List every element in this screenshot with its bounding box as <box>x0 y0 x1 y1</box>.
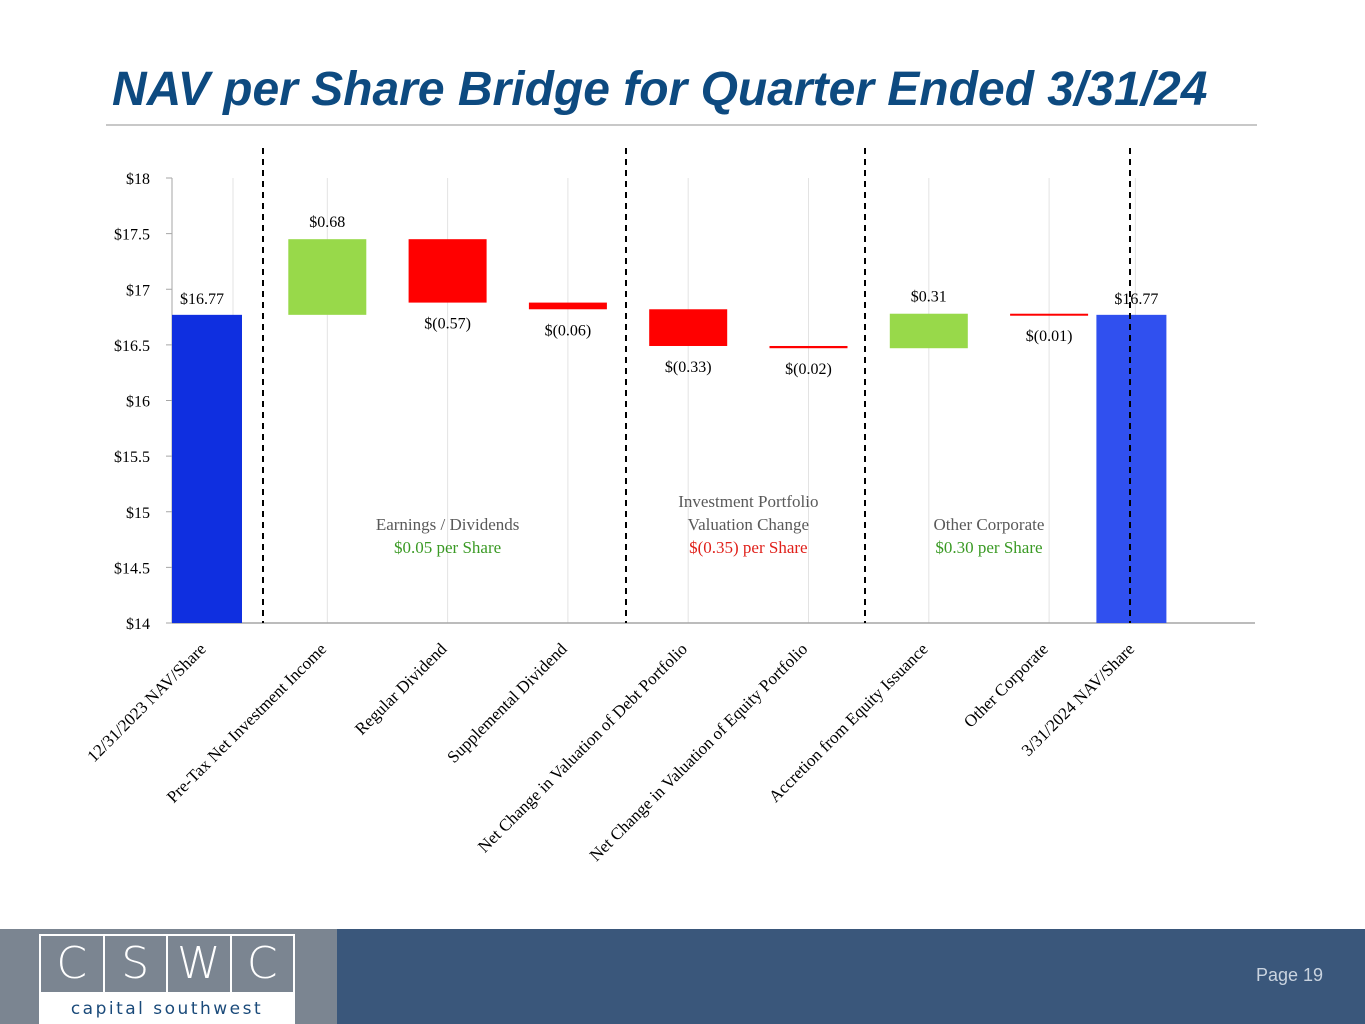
y-tick-label: $16.5 <box>114 338 150 355</box>
section-value: $(0.35) per Share <box>689 538 808 557</box>
waterfall-bar <box>288 239 367 315</box>
data-label: $16.77 <box>1114 291 1158 308</box>
data-label: $0.31 <box>911 289 947 306</box>
y-tick-label: $18 <box>126 171 150 188</box>
page-title: NAV per Share Bridge for Quarter Ended 3… <box>112 63 1208 116</box>
y-tick-label: $16 <box>126 394 150 411</box>
footer-bar: C S W C capital southwest Page 19 <box>0 929 1365 1024</box>
data-label: $(0.02) <box>785 361 832 378</box>
x-tick-label: Net Change in Valuation of Debt Portfoli… <box>474 639 691 856</box>
waterfall-bar <box>1096 314 1167 623</box>
y-tick-label: $15 <box>126 505 150 522</box>
x-tick-label: Net Change in Valuation of Equity Portfo… <box>586 639 812 865</box>
waterfall-bar <box>649 309 728 346</box>
section-value: $0.30 per Share <box>935 538 1042 557</box>
waterfall-bar <box>528 302 607 310</box>
logo-letter: S <box>105 936 168 992</box>
section-title: Valuation Change <box>688 515 809 534</box>
data-label: $(0.33) <box>665 359 712 376</box>
data-label: $(0.01) <box>1026 328 1073 345</box>
waterfall-bar <box>408 239 487 303</box>
waterfall-bar <box>1010 313 1089 316</box>
section-title: Investment Portfolio <box>678 492 818 511</box>
cswc-logo: C S W C <box>39 934 295 994</box>
y-tick-label: $17 <box>126 282 150 299</box>
data-label: $16.77 <box>180 291 224 308</box>
x-tick-label: 12/31/2023 NAV/Share <box>83 639 209 765</box>
y-tick-label: $14.5 <box>114 560 150 577</box>
waterfall-bar <box>769 345 848 349</box>
waterfall-bar <box>172 314 242 623</box>
section-title: Other Corporate <box>933 515 1044 534</box>
y-tick-label: $17.5 <box>114 227 150 244</box>
page-number: Page 19 <box>1255 965 1323 985</box>
data-label: $0.68 <box>309 214 345 231</box>
data-label: $(0.57) <box>424 316 471 333</box>
x-tick-label: Supplemental Dividend <box>443 639 571 767</box>
nav-bridge-waterfall-chart: $14 $14.5 $15 $15.5 $16 $16.5 $17 $17.5 $18 $16.7… <box>83 148 1255 865</box>
logo-tagline: capital southwest <box>39 994 295 1024</box>
waterfall-bar <box>889 313 968 349</box>
x-tick-label: Regular Dividend <box>351 639 451 739</box>
section-title: Earnings / Dividends <box>376 515 520 534</box>
title-divider <box>106 124 1257 126</box>
logo-letter: C <box>246 938 278 989</box>
x-tick-label: Other Corporate <box>960 639 1052 731</box>
logo-letter: C <box>41 936 105 992</box>
logo-letter: W <box>168 936 232 992</box>
y-tick-label: $14 <box>126 616 150 633</box>
logo-area: C S W C capital southwest <box>0 929 337 1024</box>
y-tick-label: $15.5 <box>114 449 150 466</box>
section-value: $0.05 per Share <box>394 538 501 557</box>
data-label: $(0.06) <box>545 322 592 339</box>
